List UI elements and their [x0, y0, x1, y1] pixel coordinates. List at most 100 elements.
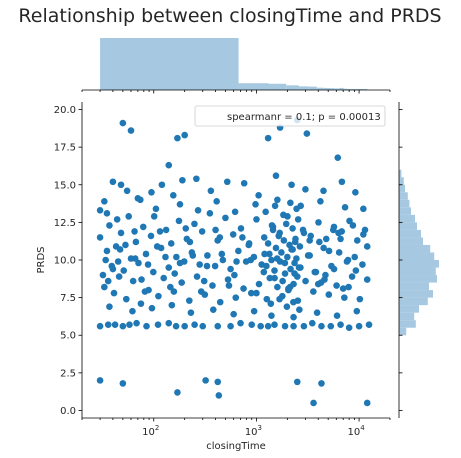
- scatter-point: [287, 199, 294, 207]
- x-tick-label: 102: [142, 424, 159, 438]
- scatter-point: [318, 322, 325, 330]
- right-hist-bar: [399, 312, 415, 321]
- top-hist-bar: [354, 88, 368, 90]
- scatter-point: [165, 319, 173, 327]
- scatter-point: [167, 240, 175, 247]
- scatter-point: [240, 285, 247, 292]
- scatter-point: [302, 277, 309, 285]
- scatter-point: [261, 250, 268, 258]
- scatter-point: [260, 268, 268, 276]
- scatter-point: [314, 280, 322, 288]
- scatter-point: [187, 309, 195, 316]
- right-hist-bar: [399, 260, 439, 268]
- scatter-point: [360, 231, 367, 238]
- scatter-point: [281, 322, 289, 330]
- scatter-point: [223, 178, 231, 186]
- top-hist-bar: [308, 86, 317, 90]
- scatter-point: [269, 223, 277, 231]
- scatter-point: [101, 283, 108, 291]
- scatter-point: [240, 179, 248, 187]
- top-hist-bar: [347, 88, 352, 90]
- scatter-point: [138, 276, 145, 283]
- scatter-point: [216, 234, 224, 241]
- scatter-point: [325, 291, 333, 298]
- scatter-point: [196, 261, 203, 268]
- top-hist-bar: [238, 83, 269, 90]
- right-hist-bar: [399, 237, 423, 245]
- scatter-point: [203, 262, 211, 270]
- scatter-point: [181, 322, 188, 330]
- scatter-point: [119, 119, 127, 127]
- scatter-point: [255, 191, 262, 199]
- scatter-point: [150, 268, 157, 276]
- scatter-point: [276, 258, 284, 265]
- scatter-point: [209, 306, 217, 313]
- scatter-point: [193, 273, 201, 280]
- right-hist-bar: [399, 267, 436, 276]
- scatter-point: [317, 198, 324, 205]
- top-hist-bar: [316, 87, 324, 90]
- right-hist-bar: [399, 327, 407, 336]
- scatter-point: [288, 246, 295, 253]
- scatter-point: [264, 322, 272, 330]
- scatter-point: [133, 319, 140, 327]
- scatter-point: [268, 312, 275, 319]
- right-hist-bar: [399, 320, 416, 328]
- y-tick-label: 2.5: [60, 368, 76, 379]
- scatter-point: [306, 237, 313, 244]
- scatter-point: [229, 231, 237, 238]
- scatter-point: [211, 262, 219, 270]
- scatter-point: [341, 294, 348, 301]
- scatter-point: [327, 322, 335, 330]
- scatter-point: [235, 247, 242, 255]
- scatter-point: [345, 283, 352, 291]
- scatter-point: [175, 217, 183, 225]
- scatter-point: [274, 196, 281, 204]
- scatter-point: [209, 282, 216, 289]
- right-hist-bar: [399, 169, 402, 178]
- scatter-point: [283, 303, 291, 310]
- scatter-point: [284, 253, 291, 261]
- scatter-point: [106, 222, 113, 229]
- scatter-point: [212, 226, 219, 234]
- scatter-point: [293, 255, 300, 262]
- scatter-point: [255, 280, 263, 288]
- scatter-point: [225, 282, 233, 289]
- scatter-point: [165, 264, 173, 271]
- scatter-point: [288, 181, 295, 189]
- scatter-point: [168, 301, 176, 309]
- scatter-point: [346, 217, 353, 225]
- legend-box: [194, 105, 386, 127]
- scatter-point: [291, 270, 298, 277]
- scatter-point: [290, 313, 297, 321]
- scatter-point: [137, 300, 145, 307]
- scatter-point: [264, 134, 272, 142]
- scatter-point: [333, 312, 341, 319]
- scatter-point: [172, 322, 180, 330]
- right-hist-bar: [399, 192, 408, 200]
- scatter-point: [206, 210, 214, 217]
- scatter-point: [193, 175, 200, 183]
- scatter-point: [282, 220, 290, 228]
- scatter-point: [322, 271, 329, 279]
- scatter-point: [102, 256, 109, 264]
- scatter-point: [110, 289, 118, 297]
- y-tick-label: 20.0: [54, 105, 76, 116]
- scatter-point: [104, 277, 112, 285]
- scatter-point: [355, 322, 363, 330]
- scatter-point: [141, 288, 149, 295]
- scatter-point: [320, 244, 327, 252]
- scatter-point: [198, 228, 206, 235]
- scatter-point: [111, 321, 119, 329]
- scatter-point: [285, 285, 292, 292]
- scatter-point: [247, 256, 255, 264]
- scatter-point: [263, 295, 271, 303]
- scatter-point: [170, 191, 177, 199]
- scatter-point: [222, 214, 229, 222]
- scatter-point: [96, 207, 104, 214]
- scatter-point: [215, 392, 223, 399]
- scatter-point: [257, 322, 264, 330]
- scatter-point: [293, 378, 301, 386]
- scatter-point: [232, 294, 240, 301]
- scatter-point: [297, 202, 305, 210]
